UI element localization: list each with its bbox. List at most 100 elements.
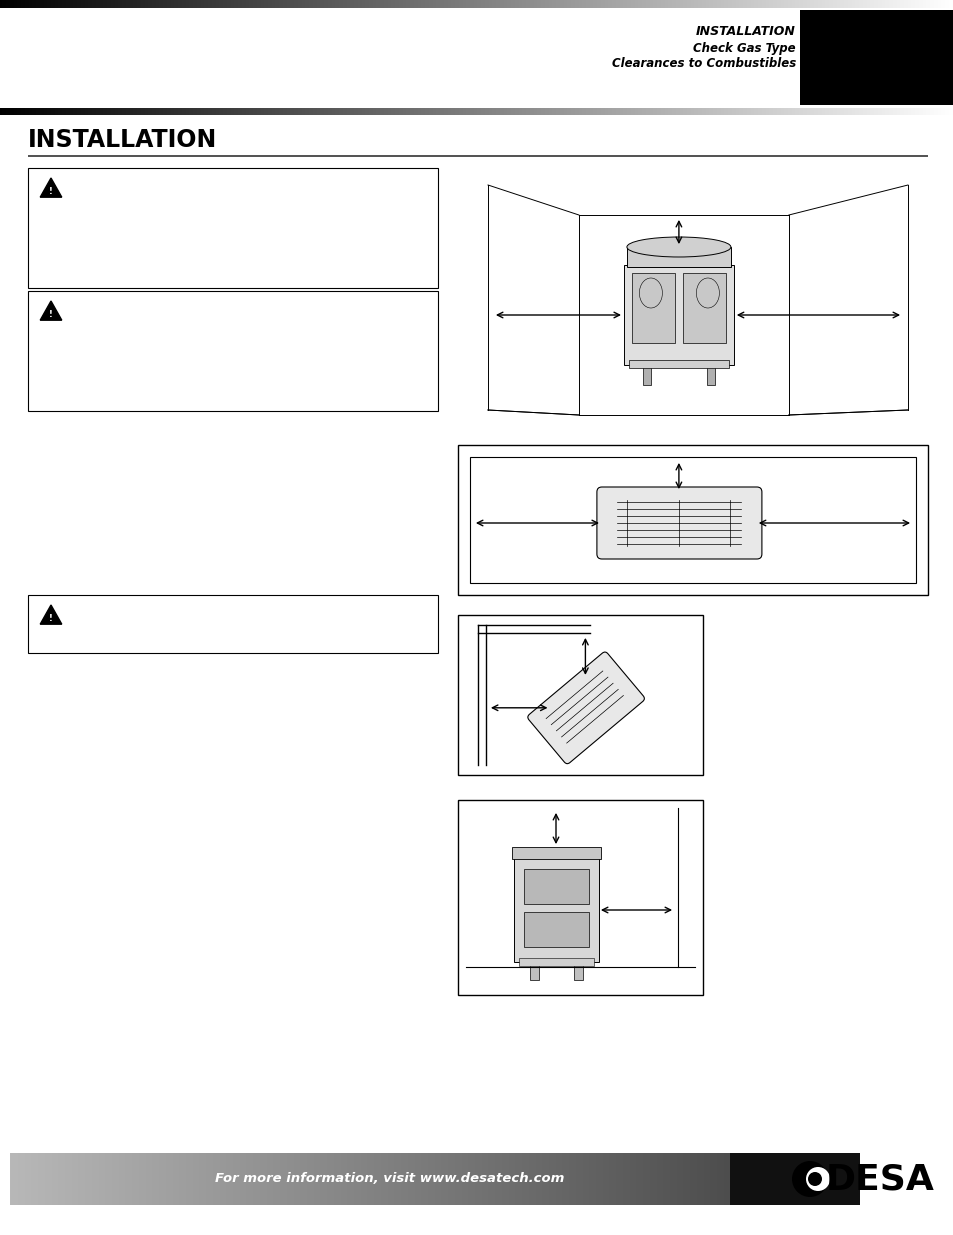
Bar	[642, 1153, 643, 1205]
Bar	[812, 107, 813, 115]
Bar	[59, 0, 60, 7]
Bar	[695, 1153, 696, 1205]
Bar	[327, 1153, 328, 1205]
Bar	[331, 0, 332, 7]
Bar	[263, 1153, 264, 1205]
Bar	[879, 107, 880, 115]
Bar	[655, 0, 656, 7]
Bar	[502, 0, 503, 7]
Bar	[747, 0, 748, 7]
Bar	[684, 1153, 685, 1205]
Bar	[315, 107, 316, 115]
Bar	[350, 1153, 351, 1205]
Bar	[813, 0, 814, 7]
Bar	[38, 0, 39, 7]
Bar	[133, 0, 135, 7]
Bar	[457, 107, 458, 115]
Bar	[446, 1153, 447, 1205]
Bar	[223, 1153, 224, 1205]
Bar	[885, 0, 886, 7]
Bar	[685, 107, 686, 115]
Bar	[684, 107, 685, 115]
Bar	[558, 0, 559, 7]
Bar	[448, 107, 449, 115]
Bar	[467, 0, 468, 7]
Bar	[141, 107, 142, 115]
Bar	[135, 1153, 136, 1205]
Bar	[709, 1153, 710, 1205]
Bar	[345, 1153, 346, 1205]
Bar	[586, 0, 587, 7]
Bar	[18, 1153, 19, 1205]
Bar	[165, 107, 166, 115]
Bar	[475, 0, 476, 7]
Text: Clearances to Combustibles: Clearances to Combustibles	[611, 57, 795, 70]
Bar	[730, 0, 731, 7]
Bar	[215, 107, 216, 115]
Bar	[254, 107, 255, 115]
Bar	[638, 1153, 639, 1205]
Bar	[396, 0, 397, 7]
Bar	[80, 1153, 81, 1205]
Bar	[877, 0, 878, 7]
Bar	[251, 0, 252, 7]
Bar	[82, 1153, 83, 1205]
Bar	[92, 107, 94, 115]
Bar	[66, 0, 67, 7]
Bar	[182, 1153, 183, 1205]
Bar	[133, 1153, 135, 1205]
Bar	[566, 1153, 567, 1205]
Bar	[424, 0, 426, 7]
Bar	[141, 1153, 142, 1205]
Bar	[918, 0, 919, 7]
Bar	[51, 107, 52, 115]
Bar	[838, 107, 840, 115]
Bar	[115, 0, 116, 7]
Bar	[534, 107, 535, 115]
Bar	[552, 0, 553, 7]
Bar	[476, 0, 477, 7]
Bar	[563, 107, 564, 115]
Bar	[175, 1153, 177, 1205]
Bar	[254, 1153, 255, 1205]
Bar	[424, 107, 426, 115]
Bar	[574, 0, 575, 7]
Bar	[501, 0, 502, 7]
Bar	[431, 0, 432, 7]
Bar	[89, 107, 90, 115]
Bar	[149, 0, 150, 7]
Bar	[546, 107, 547, 115]
Bar	[295, 107, 296, 115]
Bar	[826, 107, 827, 115]
Bar	[150, 0, 151, 7]
Bar	[70, 1153, 71, 1205]
Bar	[384, 0, 385, 7]
Bar	[601, 1153, 602, 1205]
Bar	[165, 1153, 166, 1205]
Bar	[539, 107, 540, 115]
Bar	[652, 107, 654, 115]
Bar	[23, 1153, 24, 1205]
Bar	[547, 0, 548, 7]
Bar	[349, 107, 350, 115]
Bar	[641, 107, 642, 115]
Bar	[536, 0, 537, 7]
Bar	[148, 1153, 149, 1205]
Bar	[183, 107, 184, 115]
Bar	[416, 1153, 417, 1205]
Bar	[236, 0, 237, 7]
Bar	[285, 1153, 286, 1205]
Bar	[916, 0, 917, 7]
Bar	[512, 847, 600, 860]
Bar	[569, 107, 571, 115]
Bar	[786, 0, 787, 7]
Bar	[703, 107, 704, 115]
Bar	[166, 1153, 167, 1205]
Bar	[253, 0, 254, 7]
Bar	[577, 0, 578, 7]
Bar	[583, 1153, 584, 1205]
Bar	[194, 107, 195, 115]
Bar	[516, 1153, 517, 1205]
Bar	[909, 107, 910, 115]
Bar	[452, 107, 453, 115]
